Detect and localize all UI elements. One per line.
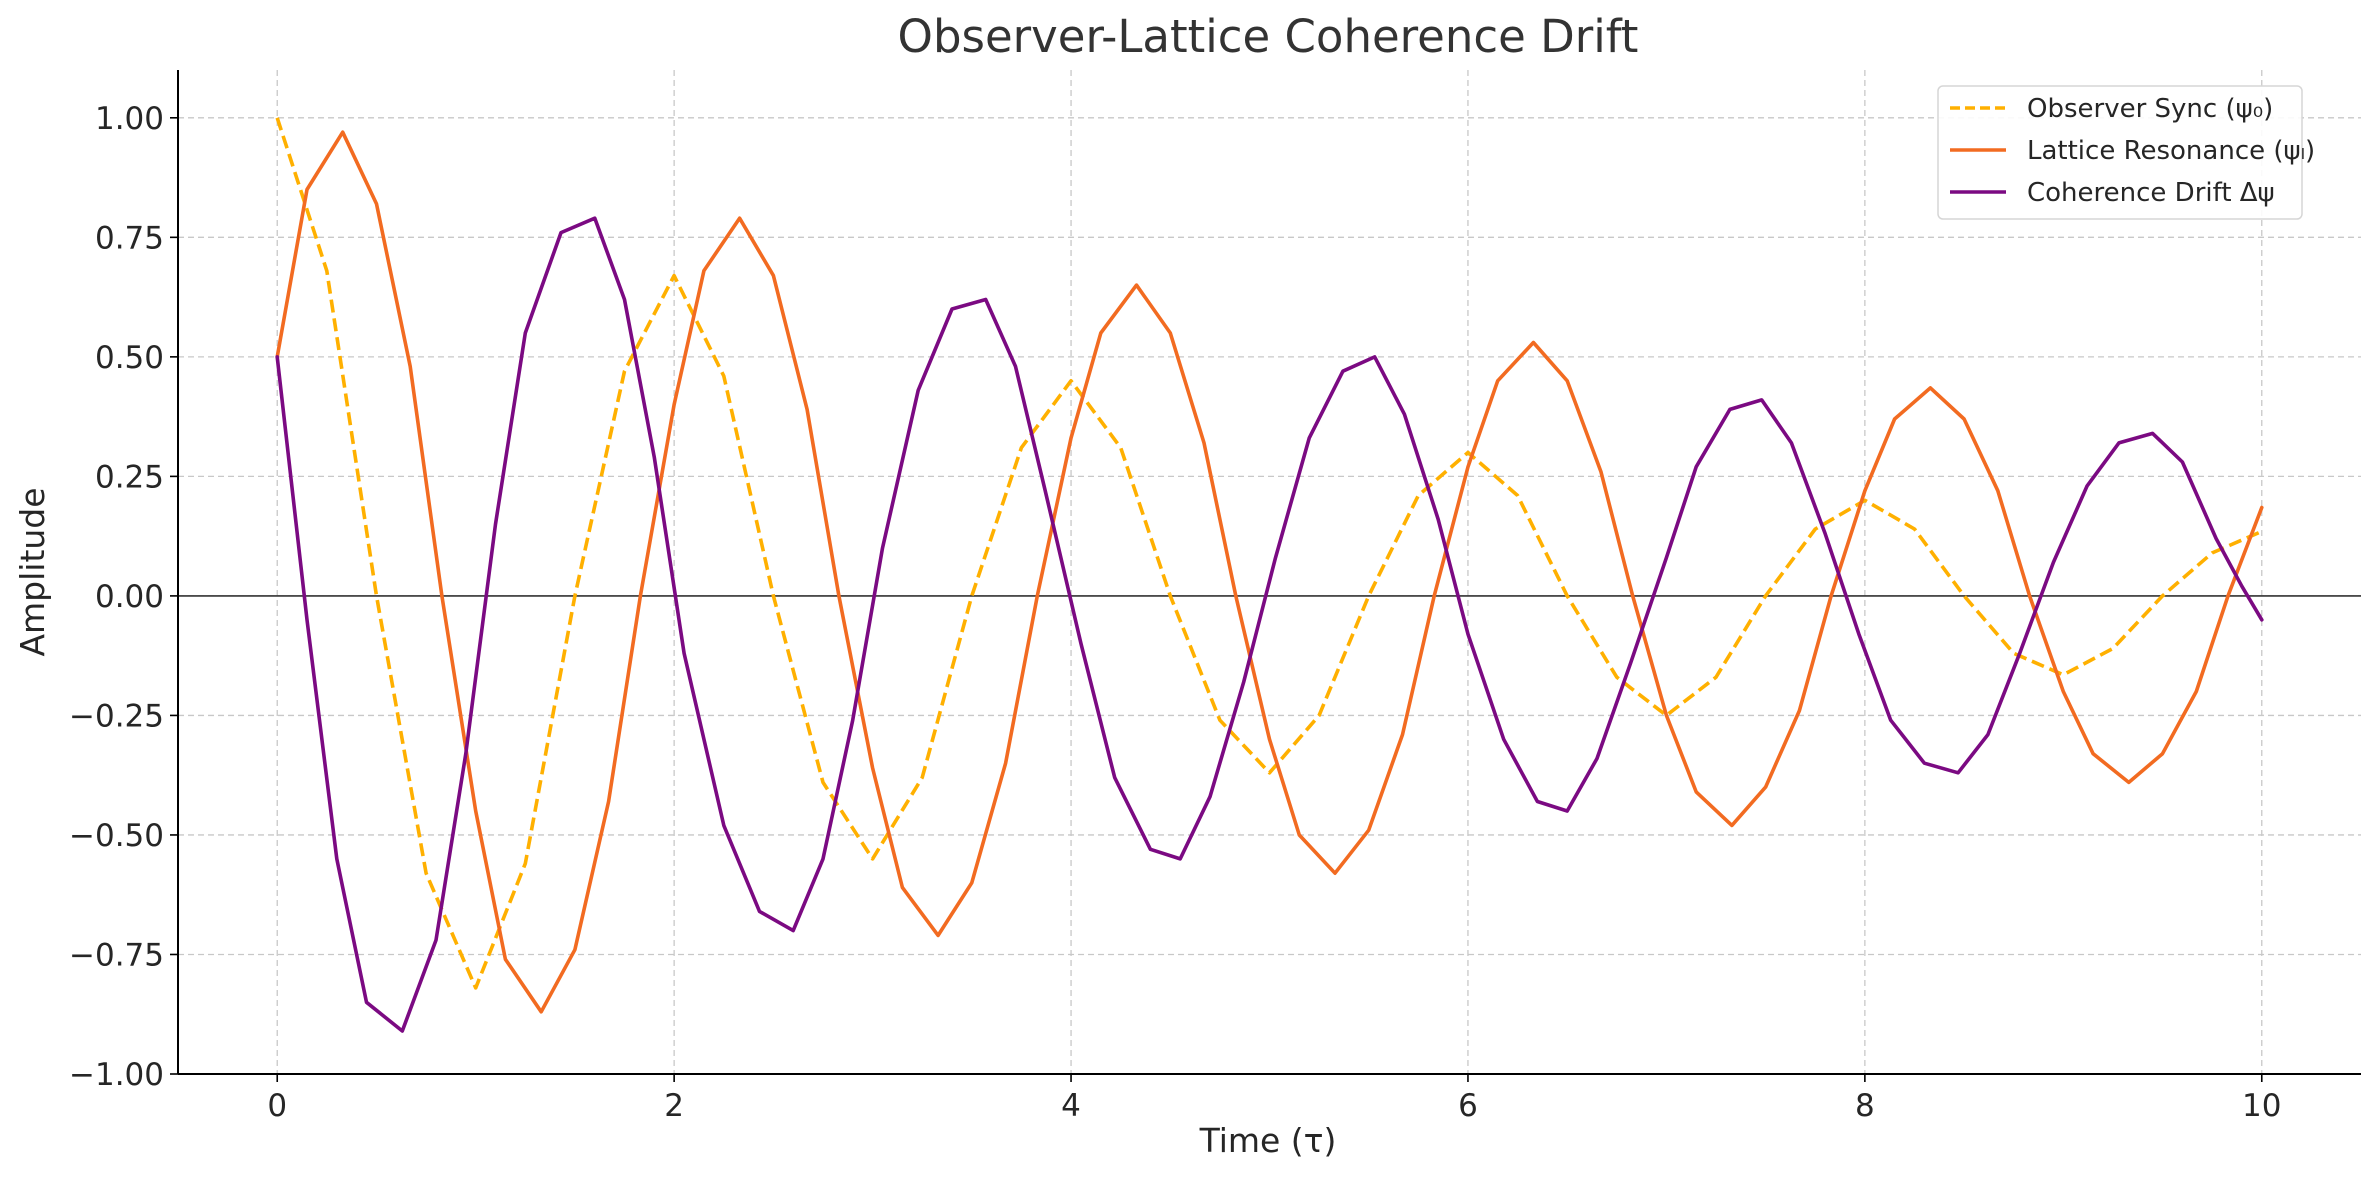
series-line-1 [275,130,2264,1014]
legend-label-2: Coherence Drift Δψ [2027,178,2275,208]
y-tick-label-3: −0.25 [69,698,164,734]
x-axis-ticks: 0 2 4 6 8 10 [267,1074,2281,1124]
x-tick-label-1: 2 [664,1088,684,1124]
x-tick-label-5: 10 [2242,1088,2281,1124]
x-axis-label: Time (τ) [1199,1121,1337,1160]
y-tick-label-0: −1.00 [69,1057,164,1093]
x-tick-label-4: 8 [1855,1088,1875,1124]
y-tick-label-7: 0.75 [95,220,164,256]
y-tick-label-4: 0.00 [95,579,164,615]
y-axis-ticks: −1.00 −0.75 −0.50 −0.25 0.00 0.25 0.50 0.75 1.00 [69,101,178,1093]
legend-label-0: Observer Sync (ψ₀) [2027,94,2273,124]
series-line-0 [275,117,2263,990]
x-tick-label-3: 6 [1458,1088,1478,1124]
y-axis-label: Amplitude [13,487,52,656]
y-tick-label-2: −0.50 [69,818,164,854]
y-tick-label-6: 0.50 [95,340,164,376]
y-tick-label-1: −0.75 [69,937,164,973]
legend: Observer Sync (ψ₀) Lattice Resonance (ψₗ)… [1937,85,2315,220]
x-tick-label-2: 4 [1061,1088,1081,1124]
y-tick-label-5: 0.25 [95,459,164,495]
x-tick-label-0: 0 [267,1088,287,1124]
series-layer [275,117,2264,1033]
series-line-2 [275,216,2264,1033]
chart-title: Observer-Lattice Coherence Drift [898,10,1639,63]
y-tick-label-8: 1.00 [95,101,164,137]
legend-label-1: Lattice Resonance (ψₗ) [2027,136,2315,166]
legend-box [1937,85,2303,220]
